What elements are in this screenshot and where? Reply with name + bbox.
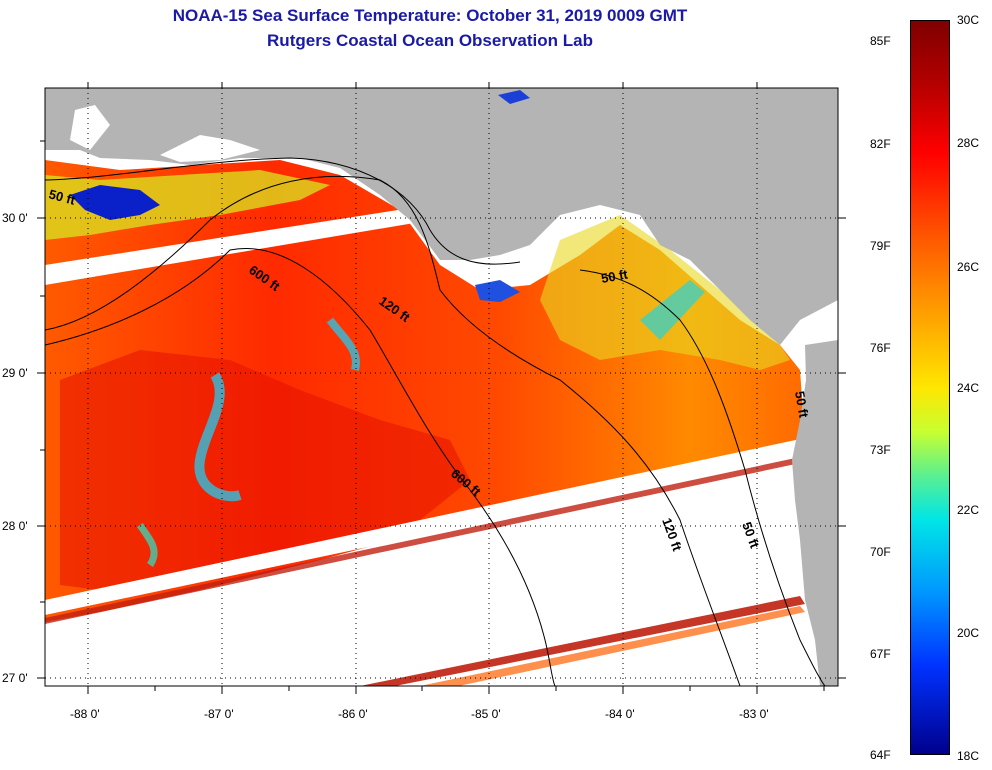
sst-map: 50 ft 600 ft 120 ft 50 ft 600 ft 120 ft …: [2, 82, 846, 721]
contour-600ft: [45, 248, 556, 686]
colorbar-f-label: 67F: [870, 647, 891, 661]
colorbar-c-label: 30C: [957, 13, 980, 27]
lon-label: -88 0': [70, 707, 100, 721]
lon-label: -85 0': [471, 707, 501, 721]
estuary: [160, 135, 260, 162]
swath-edge: [420, 606, 805, 686]
colorbar-c-label: 26C: [957, 260, 980, 274]
estuary: [498, 90, 530, 104]
lon-label: -83 0': [739, 707, 769, 721]
sst-bigbend-band: [540, 215, 790, 370]
map-subtitle: Rutgers Coastal Ocean Observation Lab: [267, 31, 593, 50]
colorbar-c-label: 20C: [957, 626, 980, 640]
sst-filament: [194, 372, 242, 502]
nodata-stripe: [45, 205, 432, 285]
sst-filament: [137, 523, 158, 567]
lat-label: 29 0': [2, 366, 28, 380]
land-peninsula: [792, 340, 838, 686]
colorbar-f-label: 64F: [870, 748, 891, 762]
colorbar-f-label: 70F: [870, 545, 891, 559]
colorbar-c-label: 18C: [957, 749, 980, 763]
contour-label: 50 ft: [600, 266, 630, 286]
colorbar-f-label: 85F: [870, 34, 891, 48]
sst-filament: [326, 317, 360, 371]
graticule: [45, 88, 838, 686]
sst-cold-bay: [475, 280, 520, 302]
temperature-colorbar: [910, 20, 950, 755]
map-title: NOAA-15 Sea Surface Temperature: October…: [172, 6, 688, 25]
contour-label: 50 ft: [47, 186, 77, 208]
sst-cold-patch: [70, 185, 160, 220]
colorbar-c-label: 28C: [957, 136, 980, 150]
colorbar-f-label: 73F: [870, 443, 891, 457]
lat-label: 27 0': [2, 671, 28, 685]
lon-label: -84 0': [605, 707, 635, 721]
swath-edge: [45, 456, 805, 624]
contour-label: 50 ft: [792, 390, 812, 420]
axis-ticks: [37, 82, 846, 694]
colorbar-f-label: 76F: [870, 341, 891, 355]
colorbar-f-label: 82F: [870, 137, 891, 151]
map-frame: [44, 87, 839, 687]
lat-label: 30 0': [2, 211, 28, 225]
lat-label: 28 0': [2, 519, 28, 533]
colorbar-f-label: 79F: [870, 239, 891, 253]
estuary: [70, 105, 110, 150]
colorbar-c-label: 22C: [957, 503, 980, 517]
lon-label: -86 0': [338, 707, 368, 721]
colorbar-c-label: 24C: [957, 381, 980, 395]
sst-hot-region: [60, 350, 470, 590]
lon-label: -87 0': [204, 707, 234, 721]
bathymetry-contours: [45, 157, 826, 686]
contour-120ft: [45, 175, 741, 686]
contour-50ft: [45, 157, 521, 265]
contour-50ft-east: [579, 269, 826, 686]
sst-cool-plume: [640, 280, 705, 340]
swath-edge: [360, 596, 805, 686]
